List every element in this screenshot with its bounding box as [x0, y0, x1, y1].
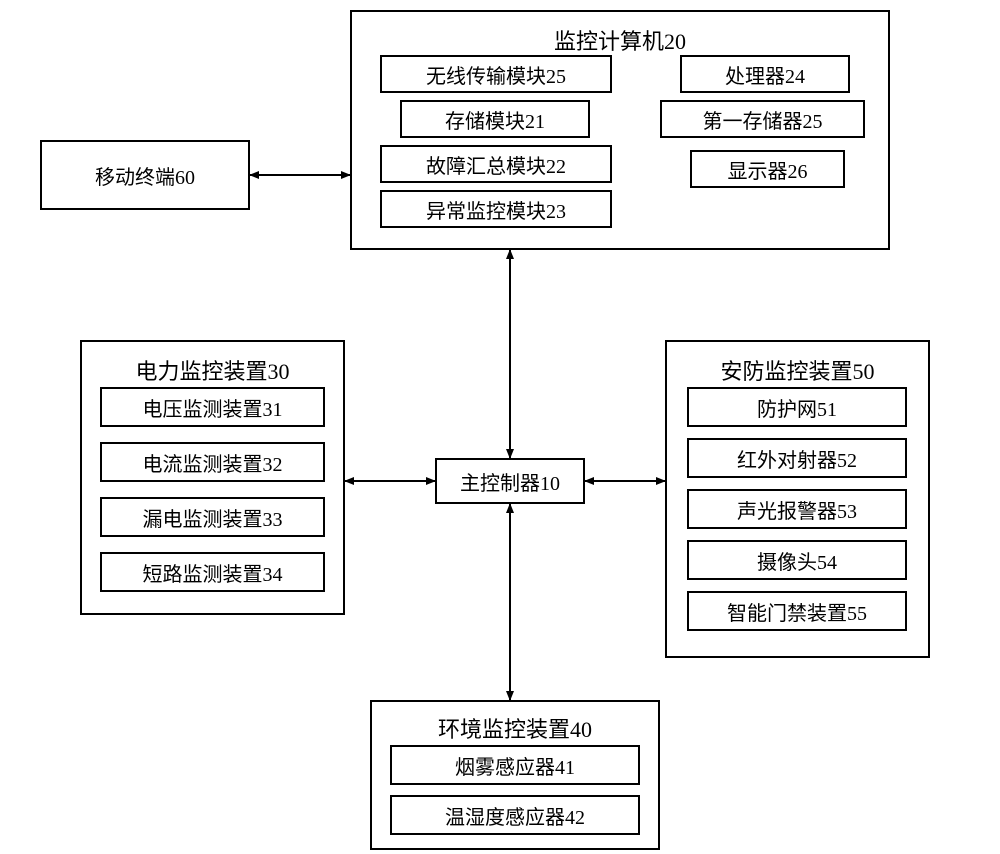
item-temp-humidity-sensor-label: 温湿度感应器42 [445, 801, 585, 830]
item-short-circuit-monitor-label: 短路监测装置34 [143, 558, 283, 587]
item-camera-label: 摄像头54 [757, 546, 837, 575]
node-power-monitor-title: 电力监控装置30 [82, 354, 343, 386]
item-first-storage-label: 第一存储器25 [703, 105, 823, 134]
item-protection-net: 防护网51 [687, 387, 907, 427]
item-storage-module-label: 存储模块21 [445, 105, 545, 134]
item-smoke-sensor: 烟雾感应器41 [390, 745, 640, 785]
item-smoke-sensor-label: 烟雾感应器41 [455, 751, 575, 780]
item-fault-summary-module-label: 故障汇总模块22 [426, 150, 566, 179]
item-audio-visual-alarm-label: 声光报警器53 [737, 495, 857, 524]
item-voltage-monitor-label: 电压监测装置31 [143, 393, 283, 422]
item-anomaly-monitor-module: 异常监控模块23 [380, 190, 612, 228]
item-smart-access-control-label: 智能门禁装置55 [727, 597, 867, 626]
item-temp-humidity-sensor: 温湿度感应器42 [390, 795, 640, 835]
node-mobile-terminal: 移动终端60 [40, 140, 250, 210]
item-processor-label: 处理器24 [725, 60, 805, 89]
node-security-monitor-title: 安防监控装置50 [667, 354, 928, 386]
item-infrared-detector: 红外对射器52 [687, 438, 907, 478]
item-processor: 处理器24 [680, 55, 850, 93]
item-wireless-module-label: 无线传输模块25 [426, 60, 566, 89]
node-mobile-terminal-label: 移动终端60 [95, 161, 195, 190]
item-leakage-monitor: 漏电监测装置33 [100, 497, 325, 537]
item-first-storage: 第一存储器25 [660, 100, 865, 138]
item-smart-access-control: 智能门禁装置55 [687, 591, 907, 631]
item-camera: 摄像头54 [687, 540, 907, 580]
node-main-controller-label: 主控制器10 [460, 467, 560, 496]
item-current-monitor: 电流监测装置32 [100, 442, 325, 482]
item-current-monitor-label: 电流监测装置32 [143, 448, 283, 477]
item-infrared-detector-label: 红外对射器52 [737, 444, 857, 473]
node-main-controller: 主控制器10 [435, 458, 585, 504]
item-wireless-module: 无线传输模块25 [380, 55, 612, 93]
item-display-label: 显示器26 [728, 155, 808, 184]
diagram-canvas: 移动终端60 监控计算机20 无线传输模块25 存储模块21 故障汇总模块22 … [0, 0, 1000, 854]
item-leakage-monitor-label: 漏电监测装置33 [143, 503, 283, 532]
item-voltage-monitor: 电压监测装置31 [100, 387, 325, 427]
item-storage-module: 存储模块21 [400, 100, 590, 138]
item-display: 显示器26 [690, 150, 845, 188]
item-fault-summary-module: 故障汇总模块22 [380, 145, 612, 183]
item-anomaly-monitor-module-label: 异常监控模块23 [426, 195, 566, 224]
node-env-monitor-title: 环境监控装置40 [372, 712, 658, 744]
item-protection-net-label: 防护网51 [757, 393, 837, 422]
item-short-circuit-monitor: 短路监测装置34 [100, 552, 325, 592]
item-audio-visual-alarm: 声光报警器53 [687, 489, 907, 529]
node-monitor-title: 监控计算机20 [352, 24, 888, 56]
